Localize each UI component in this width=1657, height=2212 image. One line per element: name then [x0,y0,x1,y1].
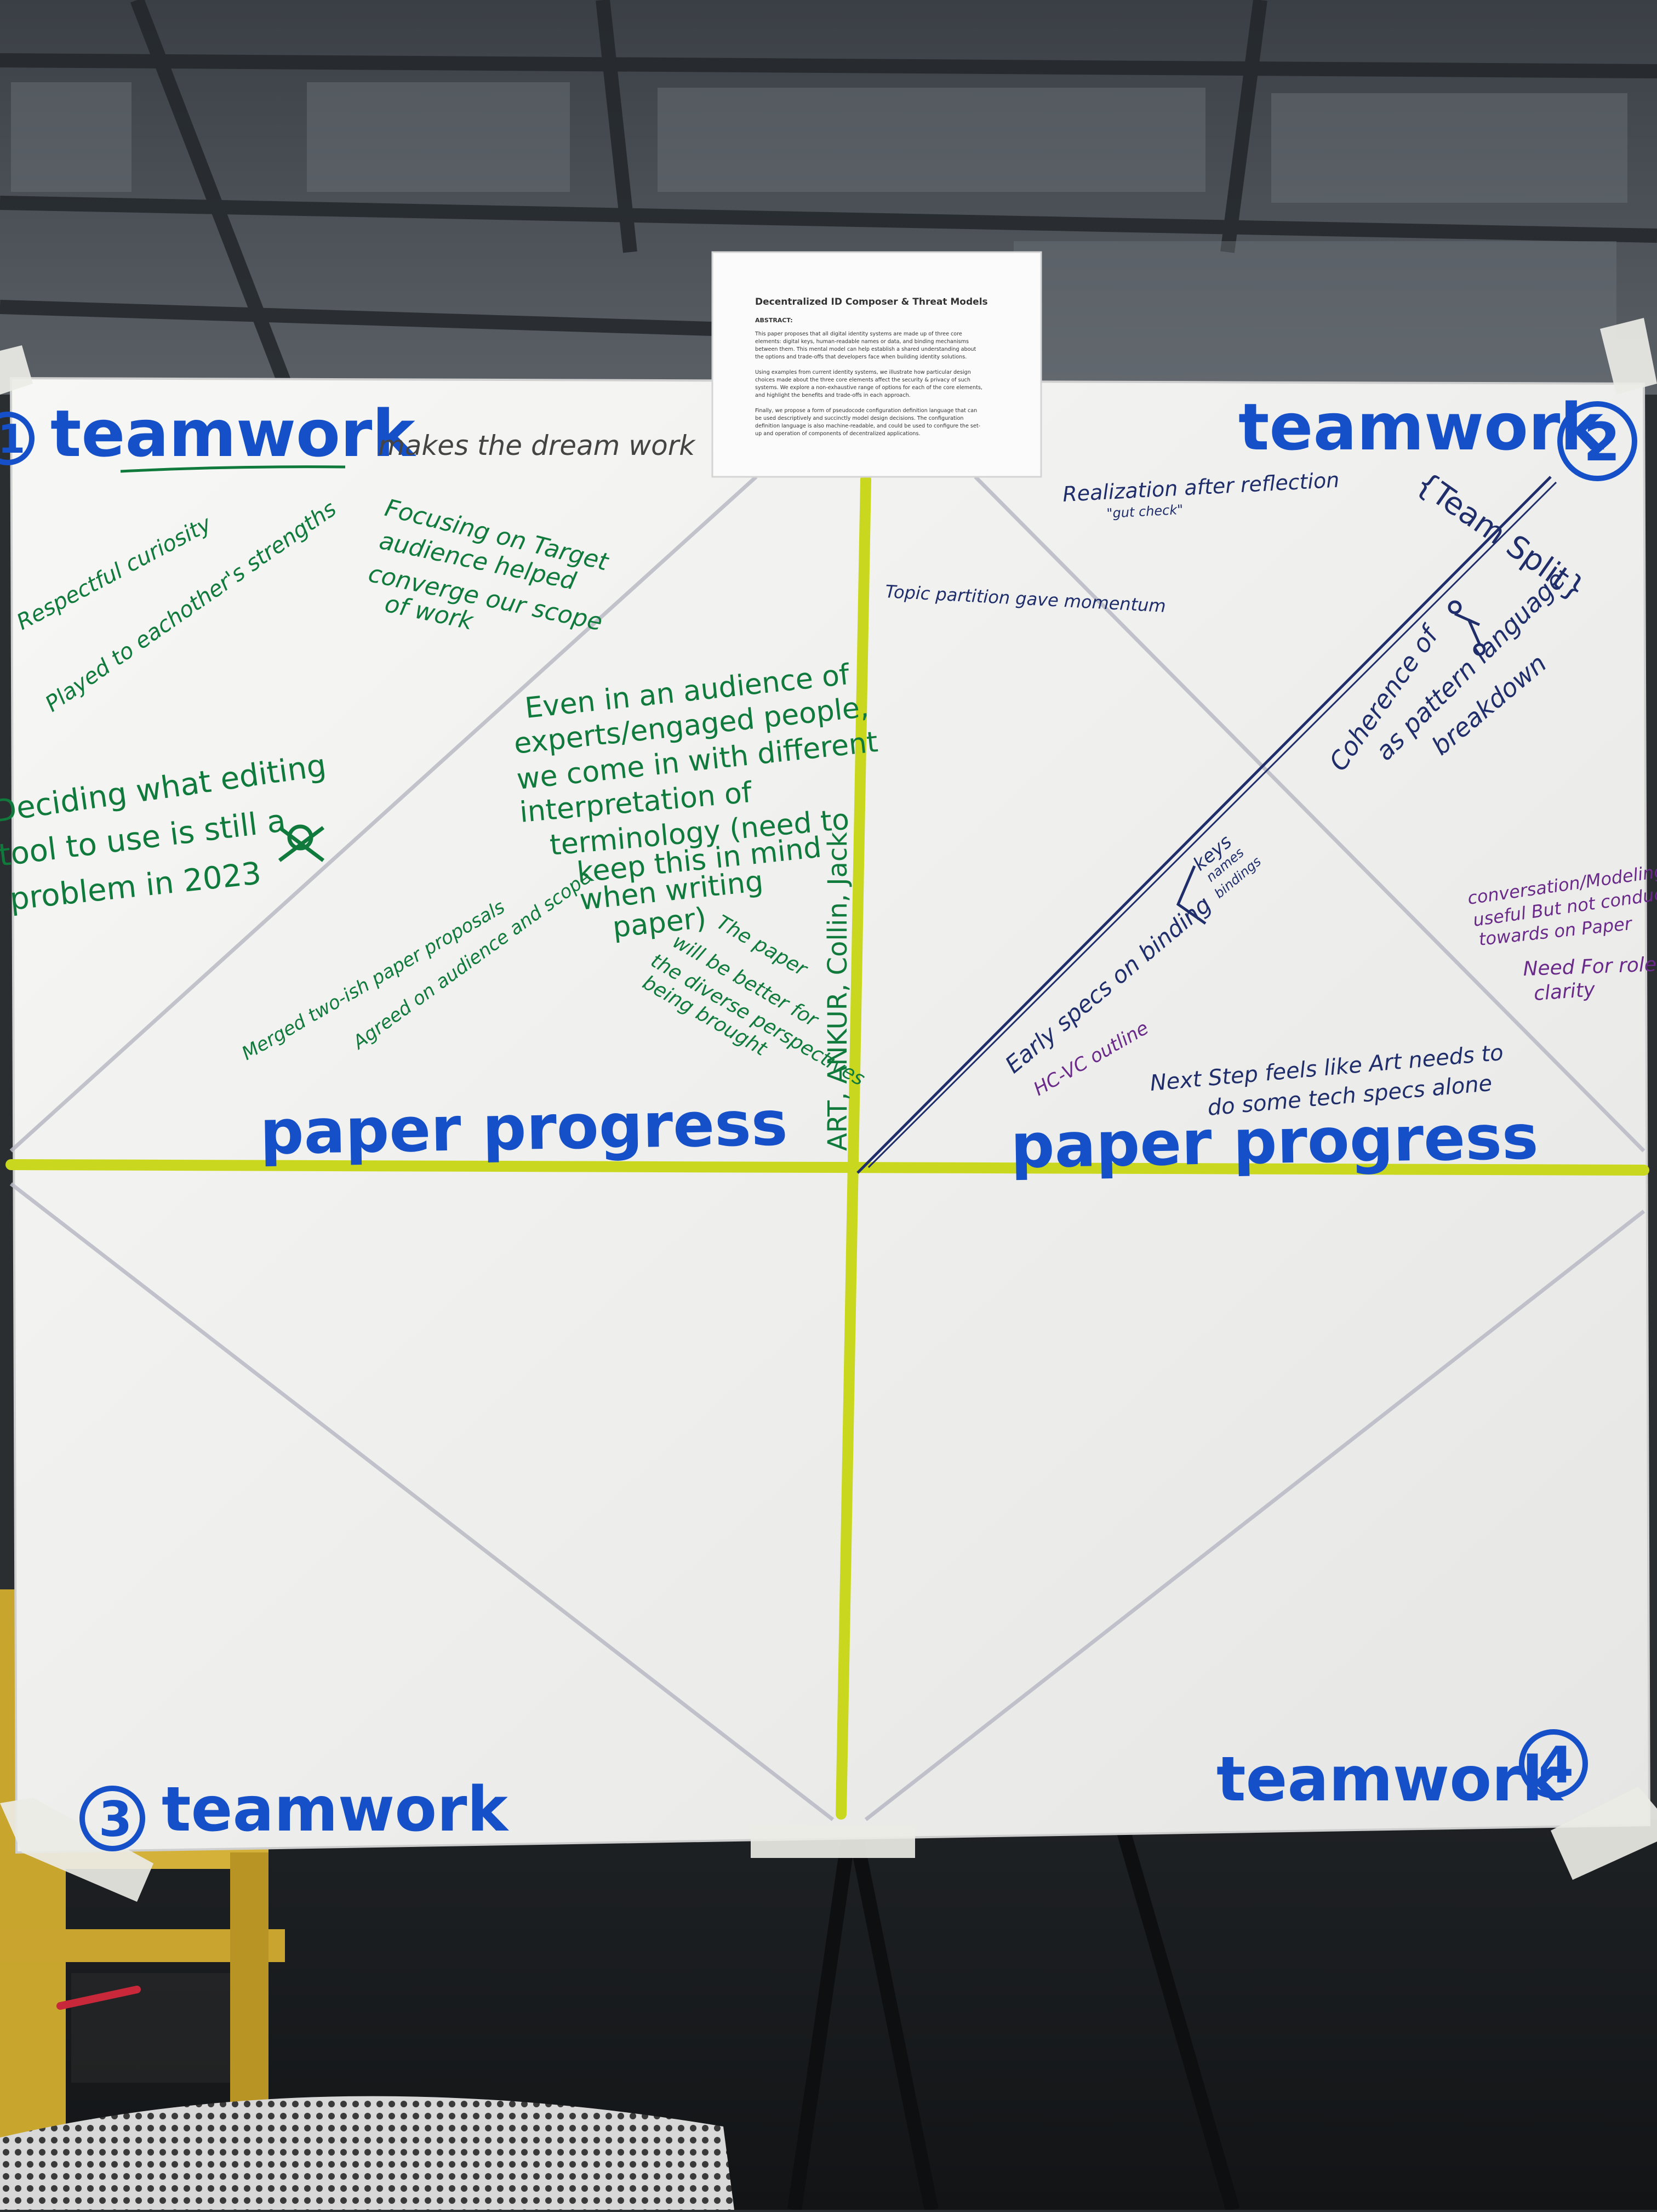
paper-line: choices made about the three core elemen… [755,377,970,383]
quadrant-number: 2 [1584,412,1620,473]
axis-label-right: paper progress [1010,1102,1539,1182]
quadrant-3: 3 teamwork [79,1774,509,1851]
quadrant-number-circle [79,1786,145,1851]
svg-text:clarity: clarity [1533,978,1596,1005]
paper-line: Using examples from current identity sys… [755,369,971,375]
quadrant-number-circle [1557,401,1637,481]
brace-icon [1176,865,1207,925]
easel-legs [787,1828,1240,2212]
quadrant-label: teamwork [162,1774,509,1845]
paper-line: and highlight the benefits and trade-off… [755,392,911,398]
skull-icon [278,824,325,862]
chair-back [0,2096,734,2210]
paper-line: up and operation of components of decent… [755,431,921,437]
ceiling-beams [0,0,1657,386]
axis-lines [5,474,1649,1820]
quadrant-number-circle [1519,1729,1588,1798]
diamond-lines [9,475,1645,1821]
quadrant-number-circle [0,412,35,465]
svg-text:Need For role: Need For role [1523,954,1657,980]
paper-line: between them. This mental model can help… [755,346,976,352]
paper-line: elements: digital keys, human-readable n… [755,339,969,345]
team-names: ART, ANKUR, Collin, Jack [822,832,853,1151]
abstract-paper-sheet: Decentralized ID Composer & Threat Model… [711,251,1042,478]
quadrant-number: 1 [0,416,25,462]
note-role-clarity: Need For role clarity [1523,954,1657,1005]
quadrant-tagline: makes the dream work [378,430,696,461]
person-icon [1448,600,1486,656]
tape-pieces [0,318,1657,1902]
quadrant-number: 3 [99,1791,132,1848]
paper-line: be used descriptively and succinctly mod… [755,415,963,421]
paper-heading: ABSTRACT: [755,317,793,324]
quadrant-4: teamwork 4 [1216,1729,1588,1815]
quadrant-label: teamwork [1238,389,1604,465]
split-diagonal [856,476,1552,1174]
paper-line: This paper proposes that all digital ide… [755,331,962,337]
ceiling-panels [11,82,1627,384]
quadrant-label: teamwork [1216,1744,1564,1815]
paper-line: Finally, we propose a form of pseudocode… [755,408,977,414]
paper-line: definition language is also machine-read… [755,423,980,429]
paper-title: Decentralized ID Composer & Threat Model… [755,297,988,307]
label-underline [120,465,346,473]
axis-label-left: paper progress [259,1088,788,1168]
quadrant-number: 4 [1539,1736,1574,1794]
quadrant-label: teamwork [50,396,416,471]
paper-line: the options and trade-offs that develope… [755,354,967,360]
horizontal-axis [5,1159,1649,1176]
vertical-axis [836,474,871,1820]
paper-line: systems. We explore a non-exhaustive ran… [755,385,982,391]
